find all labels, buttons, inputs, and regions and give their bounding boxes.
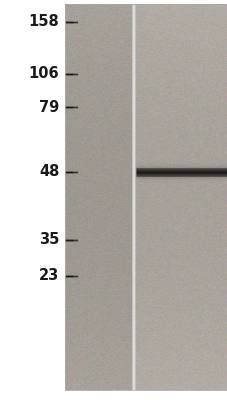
Bar bbox=[65, 4, 227, 390]
Text: 23: 23 bbox=[39, 268, 59, 284]
Text: 48: 48 bbox=[39, 164, 59, 180]
Text: 158: 158 bbox=[28, 14, 59, 30]
Text: 106: 106 bbox=[29, 66, 59, 82]
Text: 35: 35 bbox=[39, 232, 59, 248]
Text: 79: 79 bbox=[39, 100, 59, 115]
